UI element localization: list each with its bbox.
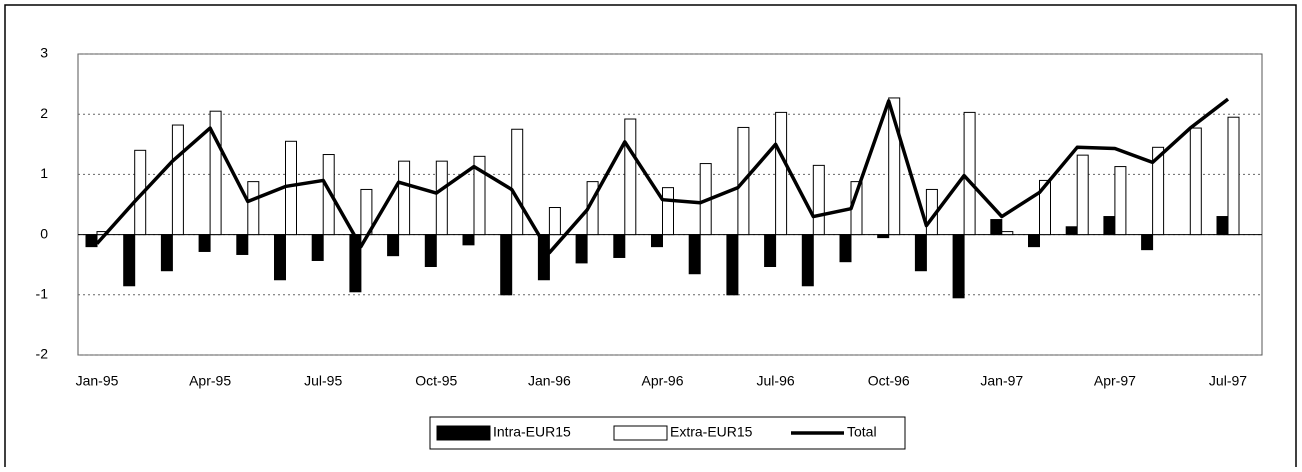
bar <box>548 207 561 236</box>
y-tick-label: 0 <box>40 225 48 241</box>
bar <box>134 149 147 236</box>
bar <box>662 187 674 236</box>
bar <box>990 219 1003 236</box>
bar <box>801 234 814 287</box>
x-tick-label: Apr-95 <box>189 373 231 389</box>
bar <box>123 234 136 287</box>
bar <box>1114 166 1127 236</box>
bar <box>537 234 550 281</box>
bar <box>1103 216 1116 236</box>
bar <box>764 234 777 268</box>
x-tick-label: Jul-96 <box>757 373 795 389</box>
bar <box>387 234 400 257</box>
bar <box>1216 216 1229 236</box>
y-tick-label: 2 <box>40 105 48 121</box>
bar <box>435 160 448 236</box>
bar <box>1039 179 1051 236</box>
legend-label: Extra-EUR15 <box>670 424 753 440</box>
bar <box>236 234 249 255</box>
bar <box>209 110 222 236</box>
bar <box>85 234 98 248</box>
bar <box>888 97 901 236</box>
x-tick-label: Oct-96 <box>868 373 910 389</box>
bar <box>424 234 437 268</box>
bar <box>613 234 626 258</box>
y-tick-label: -1 <box>36 286 49 302</box>
bar <box>1152 146 1165 236</box>
x-tick-label: Jul-97 <box>1209 373 1247 389</box>
bar <box>1076 154 1089 236</box>
x-tick-label: Jan-97 <box>980 373 1023 389</box>
bar <box>839 234 852 263</box>
bar <box>952 234 965 299</box>
x-tick-label: Oct-95 <box>415 373 457 389</box>
bar <box>511 128 524 236</box>
bar <box>1028 234 1040 248</box>
bar <box>1001 231 1014 236</box>
bar <box>462 234 475 246</box>
frame <box>4 4 1297 472</box>
x-tick-label: Jul-95 <box>304 373 342 389</box>
bar <box>688 234 701 275</box>
x-tick-label: Jan-95 <box>76 373 119 389</box>
bar <box>160 234 173 272</box>
bar <box>726 234 739 296</box>
bar <box>651 234 663 248</box>
bar <box>775 111 788 236</box>
bar <box>877 234 890 239</box>
legend-label: Intra-EUR15 <box>493 424 571 440</box>
legend-label: Total <box>847 424 877 440</box>
bar <box>1065 226 1078 236</box>
bar <box>500 234 513 296</box>
bar <box>171 124 184 236</box>
bar <box>398 160 411 236</box>
bar <box>624 118 637 236</box>
bar <box>1141 234 1154 251</box>
bar <box>473 155 486 236</box>
total-line <box>95 97 1230 255</box>
bar <box>247 181 260 236</box>
y-tick-label: -2 <box>36 346 49 362</box>
bar <box>1227 116 1240 236</box>
bar <box>198 234 211 252</box>
x-tick-label: Jan-96 <box>528 373 571 389</box>
bar <box>812 164 825 236</box>
bar <box>963 111 976 236</box>
bar <box>1189 127 1202 236</box>
legend-swatch <box>613 425 668 441</box>
bar <box>322 154 335 236</box>
bar <box>575 234 588 264</box>
y-tick-label: 1 <box>40 165 48 181</box>
bar <box>311 234 324 261</box>
x-tick-label: Apr-97 <box>1094 373 1136 389</box>
x-tick-label: Apr-96 <box>641 373 683 389</box>
legend-swatch <box>436 425 491 441</box>
bar <box>914 234 927 272</box>
y-tick-label: 3 <box>40 45 48 61</box>
bar <box>274 234 286 281</box>
